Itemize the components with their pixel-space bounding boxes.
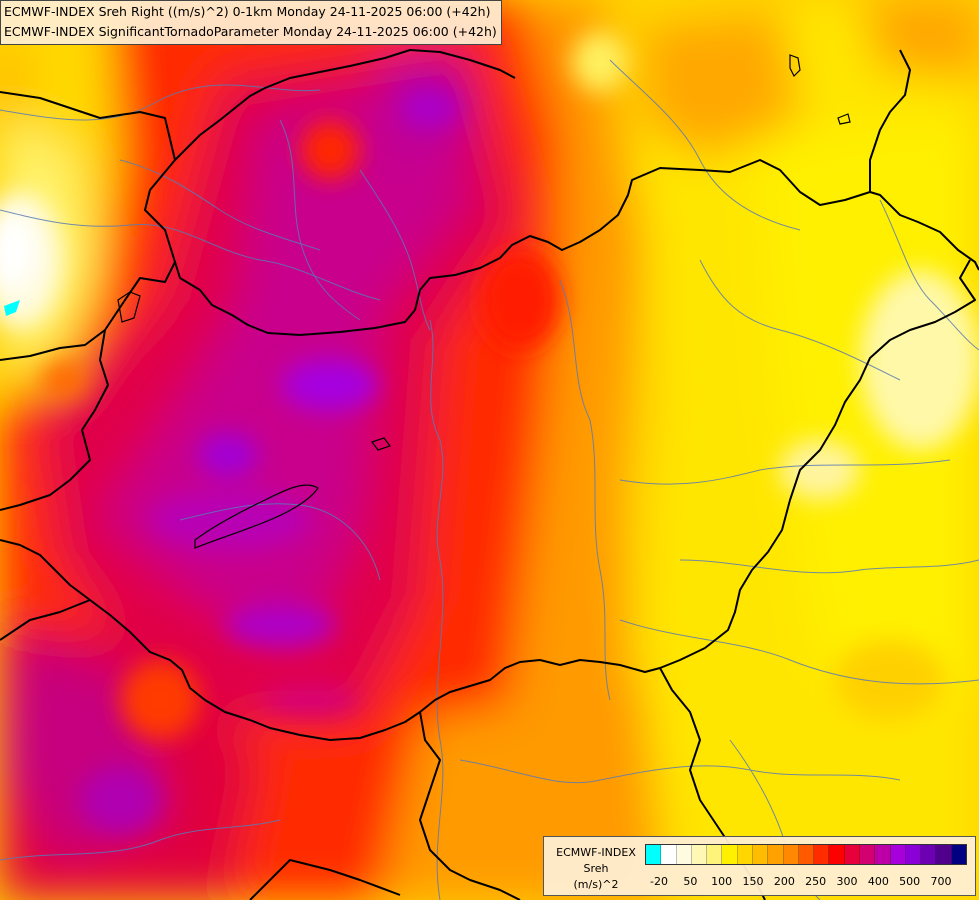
legend-tick-label: 200 xyxy=(773,875,795,888)
legend-tick-label: 400 xyxy=(867,875,889,888)
legend-swatch xyxy=(875,845,891,864)
legend-swatch xyxy=(951,845,966,864)
legend-swatch xyxy=(844,845,860,864)
legend-swatch xyxy=(783,845,799,864)
country-borders xyxy=(0,49,979,900)
legend-swatch xyxy=(921,845,937,864)
lakes xyxy=(117,54,851,549)
legend-tick-label: -20 xyxy=(650,875,668,888)
legend-tick-label: 250 xyxy=(805,875,827,888)
legend-swatch xyxy=(691,845,708,864)
title-line-2: ECMWF-INDEX SignificantTornadoParameter … xyxy=(4,24,497,39)
legend-model: ECMWF-INDEX xyxy=(556,846,636,859)
legend-swatch xyxy=(752,845,769,864)
legend-tick-label: 100 xyxy=(711,875,733,888)
map-title-box: ECMWF-INDEX Sreh Right ((m/s)^2) 0-1km M… xyxy=(0,0,502,45)
legend-swatch xyxy=(676,845,692,864)
legend-swatch xyxy=(936,845,952,864)
cyan-spot xyxy=(4,300,20,316)
rivers xyxy=(0,59,979,900)
legend-swatch xyxy=(798,845,815,864)
legend-tick-labels: -20 50 100 150 200 250 300 400 500 700 xyxy=(645,875,967,889)
legend-swatch xyxy=(905,845,922,864)
legend-swatch xyxy=(722,845,738,864)
legend-swatch xyxy=(890,845,906,864)
legend-tick-label: 700 xyxy=(930,875,952,888)
legend-swatch xyxy=(829,845,845,864)
legend-swatch xyxy=(768,845,784,864)
legend-color-bar xyxy=(645,844,967,865)
legend-swatch xyxy=(859,845,876,864)
legend-swatch xyxy=(814,845,830,864)
legend-tick-label: 300 xyxy=(836,875,858,888)
legend-unit: (m/s)^2 xyxy=(573,878,619,891)
legend-tick-label: 500 xyxy=(899,875,921,888)
legend-variable: Sreh xyxy=(583,862,609,875)
legend-swatch xyxy=(646,845,662,864)
legend-swatch xyxy=(707,845,723,864)
legend-tick-label: 50 xyxy=(683,875,698,888)
title-line-1: ECMWF-INDEX Sreh Right ((m/s)^2) 0-1km M… xyxy=(4,4,491,19)
color-legend: ECMWF-INDEX Sreh (m/s)^2 -20 50 100 150 200 2… xyxy=(543,836,976,896)
legend-swatch xyxy=(737,845,753,864)
legend-tick-label: 150 xyxy=(742,875,764,888)
legend-swatch xyxy=(661,845,677,864)
